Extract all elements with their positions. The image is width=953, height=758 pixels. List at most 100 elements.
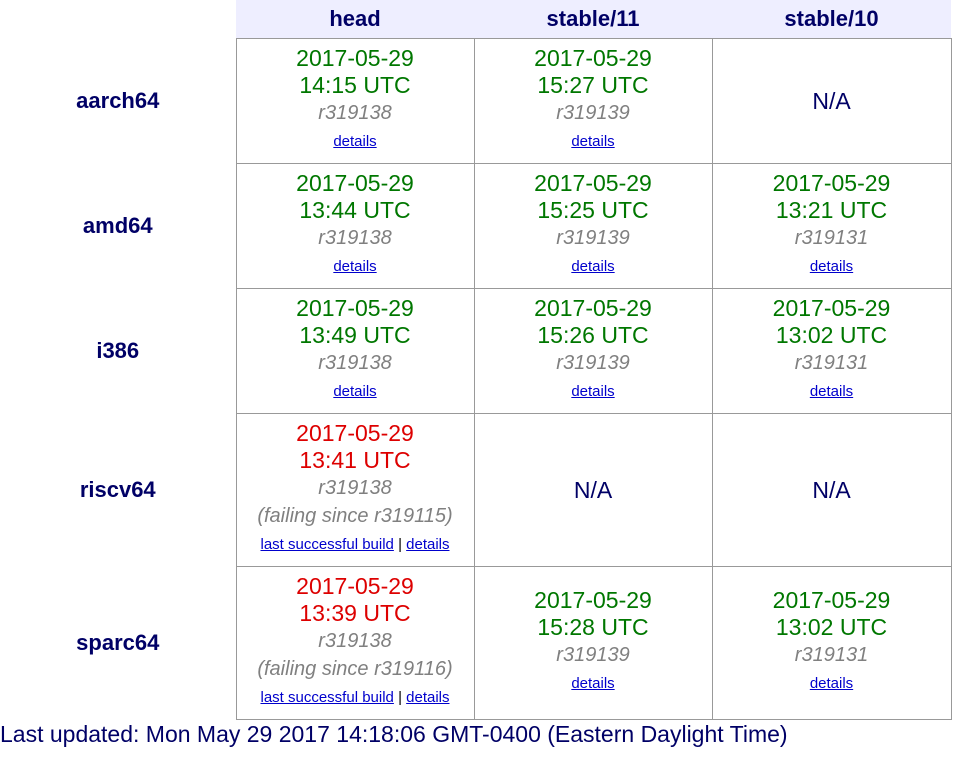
build-revision: r319138 (318, 630, 392, 652)
table-row-sparc64: sparc64 2017-05-29 13:39 UTC r319138 (fa… (0, 566, 952, 720)
row-header-amd64: amd64 (0, 163, 236, 289)
build-cell: 2017-05-29 13:21 UTC r319131 details (711, 163, 952, 289)
details-link[interactable]: details (571, 675, 615, 692)
build-time: 14:15 UTC (299, 72, 411, 98)
build-date: 2017-05-29 (296, 295, 414, 321)
table-row-aarch64: aarch64 2017-05-29 14:15 UTC r319138 det… (0, 38, 952, 164)
build-links: details (713, 377, 951, 407)
build-cell: 2017-05-29 15:27 UTC r319139 details (473, 38, 713, 164)
build-links: details (475, 377, 712, 407)
last-successful-build-link[interactable]: last successful build (260, 689, 394, 706)
corner-cell (0, 0, 236, 39)
build-revision: r319131 (794, 227, 869, 249)
link-separator: | (398, 689, 402, 706)
build-time: 13:39 UTC (299, 600, 411, 626)
build-links: details (475, 127, 712, 157)
table-row-amd64: amd64 2017-05-29 13:44 UTC r319138 detai… (0, 163, 952, 289)
build-cell: 2017-05-29 15:25 UTC r319139 details (473, 163, 713, 289)
build-revision: r319139 (556, 644, 630, 666)
details-link[interactable]: details (406, 689, 450, 706)
build-time: 13:49 UTC (299, 322, 411, 348)
build-status-table: head stable/11 stable/10 aarch64 2017-05… (0, 0, 952, 720)
build-cell: 2017-05-29 15:28 UTC r319139 details (473, 566, 713, 720)
build-date: 2017-05-29 (296, 573, 414, 599)
build-time: 15:28 UTC (537, 614, 649, 640)
build-revision: r319138 (318, 102, 392, 124)
build-time: 13:41 UTC (299, 447, 411, 473)
table-row-riscv64: riscv64 2017-05-29 13:41 UTC r319138 (fa… (0, 413, 952, 567)
build-date: 2017-05-29 (296, 420, 414, 446)
last-updated-text: Last updated: Mon May 29 2017 14:18:06 G… (0, 721, 788, 747)
build-revision: r319138 (318, 477, 392, 499)
na-cell: N/A (711, 38, 952, 164)
build-cell: 2017-05-29 13:02 UTC r319131 details (711, 566, 952, 720)
last-successful-build-link[interactable]: last successful build (260, 536, 394, 553)
link-separator: | (398, 536, 402, 553)
build-links: last successful build | details (237, 530, 474, 560)
column-header-stable-11: stable/11 (474, 0, 712, 39)
build-date: 2017-05-29 (534, 587, 652, 613)
build-time: 15:27 UTC (537, 72, 649, 98)
build-time: 15:25 UTC (537, 197, 649, 223)
build-cell-failed: 2017-05-29 13:41 UTC r319138 (failing si… (235, 413, 475, 567)
build-revision: r319138 (318, 227, 392, 249)
build-links: last successful build | details (237, 683, 474, 713)
na-text: N/A (812, 87, 851, 114)
row-header-i386: i386 (0, 288, 236, 414)
table-row-i386: i386 2017-05-29 13:49 UTC r319138 detail… (0, 288, 952, 414)
build-revision: r319131 (794, 352, 869, 374)
build-cell: 2017-05-29 14:15 UTC r319138 details (235, 38, 475, 164)
build-time: 15:26 UTC (537, 322, 649, 348)
column-header-head: head (236, 0, 474, 39)
build-revision: r319139 (556, 227, 630, 249)
build-cell: 2017-05-29 13:49 UTC r319138 details (235, 288, 475, 414)
build-time: 13:02 UTC (775, 614, 888, 640)
details-link[interactable]: details (809, 258, 854, 275)
build-links: details (475, 252, 712, 282)
na-text: N/A (812, 476, 851, 503)
build-date: 2017-05-29 (534, 295, 652, 321)
details-link[interactable]: details (571, 383, 615, 400)
build-date: 2017-05-29 (772, 587, 891, 613)
build-revision: r319138 (318, 352, 392, 374)
build-links: details (237, 127, 474, 157)
details-link[interactable]: details (333, 133, 377, 150)
failing-since-note: (failing since r319116) (257, 658, 453, 680)
details-link[interactable]: details (571, 258, 615, 275)
row-header-sparc64: sparc64 (0, 566, 236, 720)
build-revision: r319139 (556, 102, 630, 124)
build-links: details (713, 669, 951, 699)
column-header-stable-10: stable/10 (712, 0, 951, 39)
details-link[interactable]: details (406, 536, 450, 553)
row-header-aarch64: aarch64 (0, 38, 236, 164)
build-links: details (237, 252, 474, 282)
build-date: 2017-05-29 (534, 170, 652, 196)
failing-since-note: (failing since r319115) (257, 505, 453, 527)
details-link[interactable]: details (571, 133, 615, 150)
details-link[interactable]: details (809, 675, 854, 692)
build-date: 2017-05-29 (772, 295, 891, 321)
build-cell-failed: 2017-05-29 13:39 UTC r319138 (failing si… (235, 566, 475, 720)
details-link[interactable]: details (333, 383, 377, 400)
na-text: N/A (573, 476, 613, 503)
build-cell: 2017-05-29 15:26 UTC r319139 details (473, 288, 713, 414)
build-cell: 2017-05-29 13:02 UTC r319131 details (711, 288, 952, 414)
build-revision: r319139 (556, 352, 630, 374)
build-date: 2017-05-29 (772, 170, 891, 196)
build-time: 13:02 UTC (775, 322, 888, 348)
build-date: 2017-05-29 (296, 45, 414, 71)
build-time: 13:44 UTC (299, 197, 411, 223)
na-cell: N/A (711, 413, 952, 567)
build-revision: r319131 (794, 644, 869, 666)
build-cell: 2017-05-29 13:44 UTC r319138 details (235, 163, 475, 289)
build-date: 2017-05-29 (534, 45, 652, 71)
row-header-riscv64: riscv64 (0, 413, 236, 567)
na-cell: N/A (473, 413, 713, 567)
header-row: head stable/11 stable/10 (0, 0, 951, 39)
build-links: details (237, 377, 474, 407)
build-time: 13:21 UTC (775, 197, 888, 223)
build-links: details (713, 252, 951, 282)
details-link[interactable]: details (333, 258, 377, 275)
build-links: details (475, 669, 712, 699)
details-link[interactable]: details (809, 383, 854, 400)
